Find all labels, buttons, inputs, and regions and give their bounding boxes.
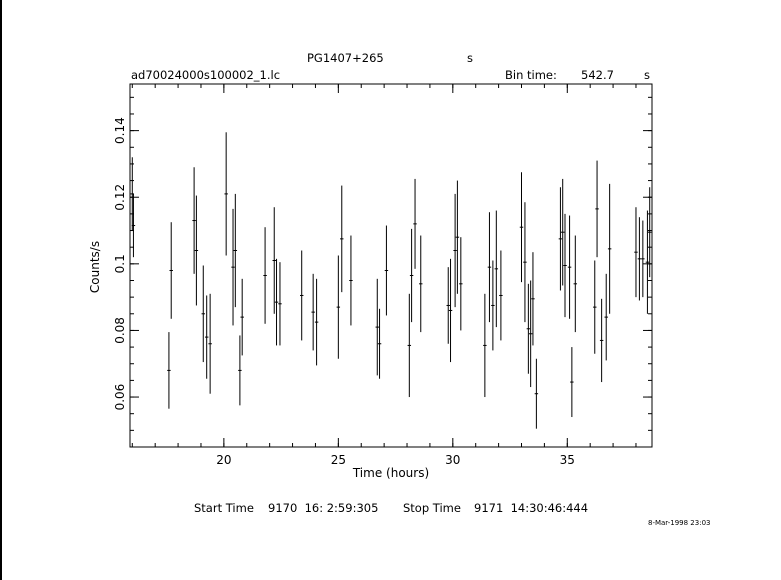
data-point [453, 193, 457, 308]
data-point [645, 210, 650, 314]
data-point [526, 283, 531, 374]
bin-time-label: Bin time: [505, 68, 557, 82]
plot-title: PG1407+265 [307, 51, 384, 65]
data-point [567, 215, 572, 319]
data-point [208, 293, 212, 394]
data-point [593, 260, 597, 354]
data-point [192, 167, 196, 274]
data-point [570, 347, 574, 418]
data-point [167, 332, 171, 409]
data-point [375, 278, 379, 376]
data-point [595, 160, 599, 258]
data-point [272, 207, 276, 314]
data-point [314, 278, 319, 366]
data-point [519, 172, 524, 283]
plot-frame [129, 83, 653, 448]
bin-time-value: 542.7 [581, 68, 614, 82]
stop-time-value: 9171 14:30:46:444 [474, 501, 589, 515]
data-point [558, 187, 563, 291]
data-point [278, 262, 282, 346]
window-left-edge [0, 0, 2, 580]
data-point [336, 255, 341, 359]
data-point [407, 293, 412, 398]
data-point [419, 235, 423, 333]
start-time-label: Start Time [194, 501, 254, 515]
data-point [446, 267, 450, 344]
data-point [238, 335, 242, 406]
data-point [201, 265, 205, 363]
data-point [299, 250, 304, 341]
data-point [349, 235, 353, 326]
data-point [604, 273, 608, 361]
start-time-value: 9170 16: 2:59:305 [268, 501, 379, 515]
data-point [377, 308, 382, 379]
data-point [459, 237, 463, 331]
data-point [413, 178, 417, 269]
data-point [563, 213, 567, 318]
x-tick-label: 20 [216, 453, 231, 467]
x-tick-label: 35 [560, 453, 575, 467]
data-point [534, 358, 539, 429]
data-point [487, 212, 492, 323]
y-tick-label: 0.08 [113, 317, 127, 344]
data-point [531, 252, 535, 346]
bin-time-unit: s [644, 68, 650, 82]
x-axis-label: Time (hours) [352, 466, 429, 480]
data-point [599, 298, 604, 383]
data-point [340, 185, 344, 293]
data-point [494, 210, 499, 328]
data-point [641, 220, 645, 298]
data-point [240, 278, 244, 356]
energy-band: s [467, 51, 473, 65]
x-tick-label: 25 [331, 453, 346, 467]
data-point [131, 193, 136, 258]
y-tick-label: 0.06 [113, 384, 127, 411]
data-point [483, 293, 487, 398]
data-point [169, 222, 173, 319]
data-point [637, 217, 642, 301]
data-point [455, 180, 460, 294]
data-point [573, 235, 578, 333]
stop-time-label: Stop Time [403, 501, 461, 515]
y-tick-label: 0.12 [113, 184, 127, 211]
data-point [409, 228, 414, 323]
data-point [523, 202, 527, 323]
data-point [311, 273, 315, 351]
y-tick-label: 0.1 [113, 254, 127, 273]
data-point [231, 208, 235, 326]
y-axis-label: Counts/s [88, 241, 102, 293]
data-point [560, 178, 565, 286]
data-point [274, 258, 279, 346]
data-point [634, 207, 638, 298]
data-point [607, 183, 612, 314]
y-tick-label: 0.14 [113, 117, 127, 144]
data-point [491, 260, 495, 351]
x-tick-label: 30 [445, 453, 460, 467]
data-point [384, 225, 389, 316]
data-point [448, 258, 453, 363]
data-point [233, 193, 238, 308]
data-point [499, 250, 503, 341]
plot-datestamp: 8-Mar-1998 23:03 [648, 519, 711, 527]
file-name: ad70024000s100002_1.lc [131, 68, 281, 82]
data-point [224, 132, 228, 256]
data-point [194, 195, 199, 306]
data-point [647, 187, 652, 278]
data-point [263, 227, 267, 324]
data-point [204, 295, 209, 379]
data-point [528, 280, 533, 388]
